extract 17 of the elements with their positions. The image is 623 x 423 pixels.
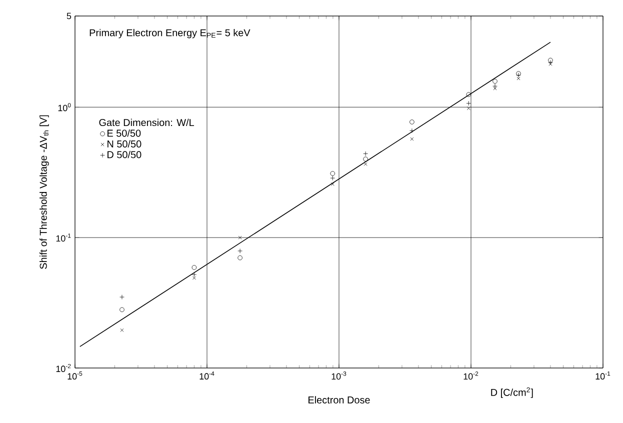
legend-title: Gate Dimension: W/L (99, 118, 194, 126)
y-axis-title: Shift of Threshold Voltage -ΔV$_{th}$ [V] (40, 115, 49, 269)
x-axis-title: Electron Dose (308, 396, 370, 404)
y-tick-label: 10$^{0}$ (58, 103, 71, 112)
x-tick-label: 10$^{-4}$ (200, 372, 214, 380)
y-tick-label: 10$^{-1}$ (56, 234, 71, 242)
x-tick-label: 10$^{-1}$ (596, 372, 610, 380)
text: D [C/cm$^{2}$] (491, 387, 533, 398)
annotation: Primary Electron Energy E$_{PE}$= 5 keV (90, 28, 250, 38)
y-tick-label: 5 (66, 12, 72, 20)
x-tick-label: 10$^{-3}$ (332, 372, 346, 380)
y-tick-label: 10$^{-2}$ (56, 364, 71, 372)
legend-label: E 50/50 (108, 129, 141, 137)
legend-label: D 50/50 (108, 150, 142, 158)
x-tick-label: 10$^{-5}$ (68, 372, 82, 380)
legend-label: N 50/50 (108, 140, 142, 148)
x-tick-label: 10$^{-2}$ (464, 372, 478, 380)
